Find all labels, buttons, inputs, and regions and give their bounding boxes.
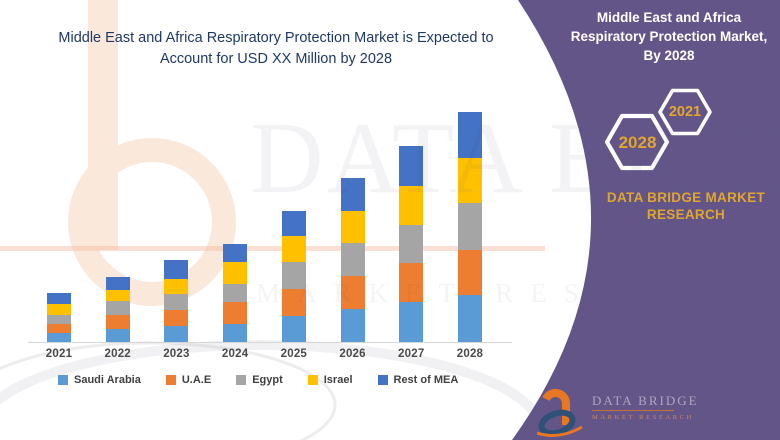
bar-segment-egypt-2027 — [399, 225, 424, 263]
bar-segment-u-a-e-2021 — [47, 324, 71, 333]
hexagon-2021 — [658, 88, 712, 136]
legend-swatch-israel — [307, 375, 318, 385]
x-label-2023: 2023 — [163, 348, 190, 360]
bar-segment-u-a-e-2026 — [340, 276, 365, 309]
x-label-2025: 2025 — [280, 348, 308, 360]
bar-2027 — [399, 146, 424, 342]
databridge-logo-text: DATA BRIDGE MARKET RESEARCH — [592, 393, 699, 421]
brand-name-line1: DATA BRIDGE MARKET — [606, 190, 766, 205]
hexagon-2028 — [604, 113, 670, 171]
legend-swatch-saudi-arabia — [58, 375, 68, 385]
bar-segment-rest-of-mea-2027 — [399, 146, 424, 186]
legend-item-saudi-arabia: Saudi Arabia — [58, 374, 141, 386]
chart-title-line2: Account for USD XX Million by 2028 — [159, 51, 393, 67]
bar-segment-egypt-2023 — [164, 294, 189, 310]
x-axis-line — [28, 342, 512, 343]
bar-2026 — [340, 178, 365, 342]
bar-2028 — [457, 112, 482, 342]
legend-label-saudi-arabia: Saudi Arabia — [74, 374, 141, 386]
legend-label-egypt: Egypt — [252, 374, 283, 386]
bar-segment-u-a-e-2024 — [223, 302, 248, 324]
legend-label-israel: Israel — [323, 374, 353, 386]
hexagon-label-2021: 2021 — [668, 104, 702, 120]
bar-segment-rest-of-mea-2023 — [164, 260, 189, 279]
bar-segment-rest-of-mea-2024 — [223, 244, 248, 262]
bar-segment-u-a-e-2023 — [164, 310, 189, 326]
bar-segment-u-a-e-2025 — [281, 289, 306, 316]
bar-segment-israel-2024 — [223, 262, 248, 284]
bar-segment-israel-2026 — [340, 211, 365, 243]
x-label-2024: 2024 — [221, 348, 249, 360]
logo-subtitle: MARKET RESEARCH — [592, 414, 694, 421]
x-label-2028: 2028 — [456, 348, 484, 360]
panel-title: Middle East and Africa Respiratory Prote… — [558, 8, 780, 65]
bar-segment-saudi-arabia-2023 — [164, 326, 189, 342]
bar-segment-rest-of-mea-2026 — [340, 178, 365, 211]
bar-segment-israel-2023 — [164, 279, 189, 294]
bar-segment-israel-2028 — [457, 158, 482, 203]
bar-segment-saudi-arabia-2021 — [47, 333, 71, 342]
bar-2023 — [164, 260, 189, 342]
bar-segment-israel-2021 — [47, 304, 71, 315]
bar-segment-saudi-arabia-2028 — [457, 295, 482, 342]
bar-segment-egypt-2022 — [105, 301, 130, 315]
legend-item-rest-of-mea: Rest of MEA — [377, 374, 459, 386]
bar-2022 — [105, 277, 130, 342]
bar-segment-u-a-e-2028 — [457, 250, 482, 295]
panel-title-line2: Respiratory Protection Market, — [570, 29, 768, 44]
x-label-2021: 2021 — [45, 348, 73, 360]
bar-segment-rest-of-mea-2025 — [281, 211, 306, 236]
legend-swatch-egypt — [236, 375, 247, 385]
bar-segment-israel-2022 — [105, 290, 130, 301]
x-label-2026: 2026 — [339, 348, 366, 360]
chart-legend: Saudi Arabia U.A.E Egypt Israel Rest of MEA — [58, 374, 458, 386]
legend-swatch-u-a-e — [165, 375, 176, 385]
x-label-2027: 2027 — [398, 348, 425, 360]
bar-segment-u-a-e-2027 — [399, 263, 424, 302]
legend-label-u-a-e: U.A.E — [181, 374, 212, 386]
bar-segment-saudi-arabia-2022 — [105, 329, 130, 342]
logo-name: DATA BRIDGE — [592, 393, 699, 408]
legend-label-rest-of-mea: Rest of MEA — [393, 374, 459, 386]
databridge-logo-icon — [537, 388, 583, 437]
logo-b-stem — [542, 388, 570, 425]
bar-2025 — [281, 211, 306, 342]
brand-name-line2: RESEARCH — [646, 207, 726, 222]
bar-2021 — [47, 293, 71, 342]
bar-segment-saudi-arabia-2024 — [223, 324, 248, 342]
bar-segment-u-a-e-2022 — [105, 315, 130, 329]
logo-underline — [592, 410, 674, 411]
bar-segment-israel-2027 — [399, 186, 424, 225]
purple-panel-path — [512, 0, 780, 440]
chart-title-line1: Middle East and Africa Respiratory Prote… — [58, 30, 494, 46]
hexagon-label-2028: 2028 — [618, 133, 657, 152]
logo-b-bowl — [538, 409, 576, 437]
logo-swoosh — [537, 425, 583, 437]
brand-name-text: DATA BRIDGE MARKET RESEARCH — [588, 189, 780, 223]
bar-segment-israel-2025 — [281, 236, 306, 262]
panel-title-line1: Middle East and Africa — [596, 10, 742, 25]
bar-segment-egypt-2021 — [47, 315, 71, 324]
bar-segment-rest-of-mea-2028 — [457, 112, 482, 158]
bar-2024 — [223, 244, 248, 342]
legend-item-israel: Israel — [307, 374, 353, 386]
chart-title: Middle East and Africa Respiratory Prote… — [18, 28, 534, 70]
bar-segment-egypt-2026 — [340, 243, 365, 276]
bar-segment-saudi-arabia-2025 — [281, 316, 306, 342]
bar-segment-saudi-arabia-2027 — [399, 302, 424, 342]
bar-segment-egypt-2024 — [223, 284, 248, 302]
bar-segment-egypt-2025 — [281, 262, 306, 289]
legend-item-u-a-e: U.A.E — [165, 374, 212, 386]
panel-title-line3: By 2028 — [643, 48, 695, 63]
bar-segment-egypt-2028 — [457, 203, 482, 250]
bar-segment-rest-of-mea-2021 — [47, 293, 71, 304]
legend-swatch-rest-of-mea — [377, 375, 388, 385]
x-label-2022: 2022 — [104, 348, 131, 360]
bar-segment-rest-of-mea-2022 — [105, 277, 130, 290]
bar-segment-saudi-arabia-2026 — [340, 309, 365, 342]
legend-item-egypt: Egypt — [236, 374, 283, 386]
